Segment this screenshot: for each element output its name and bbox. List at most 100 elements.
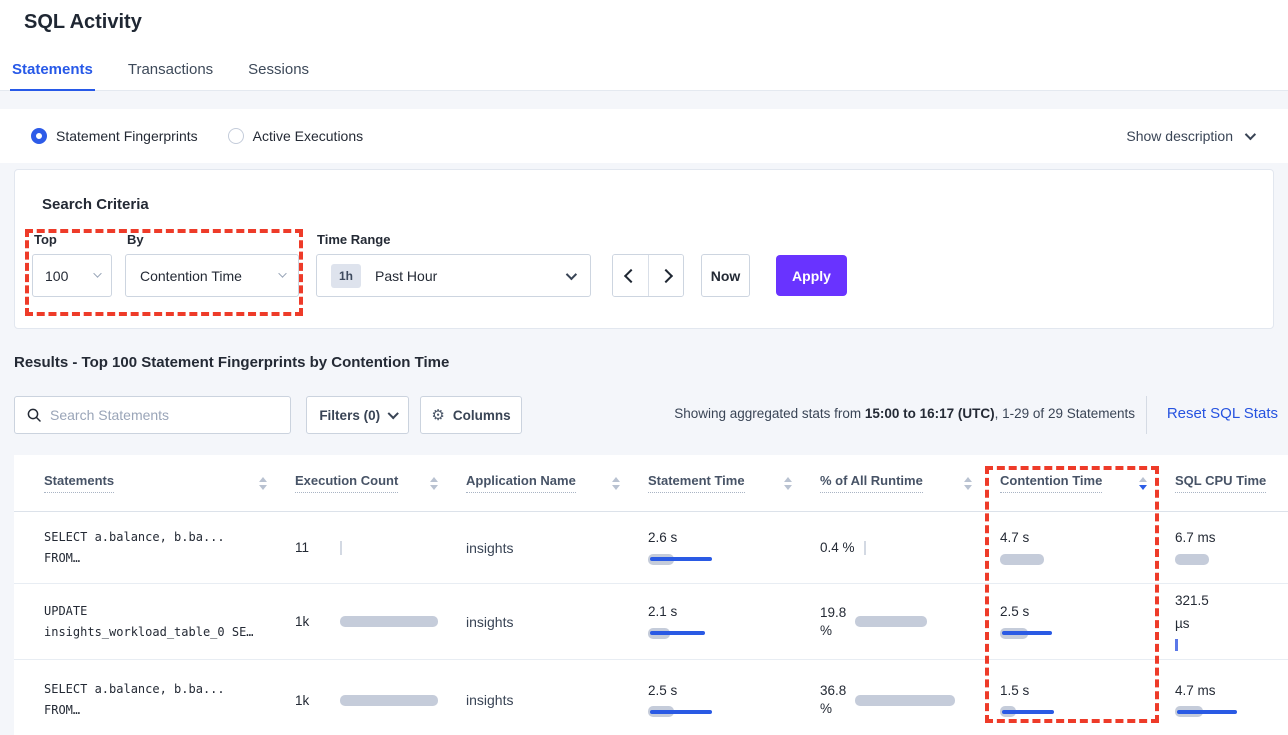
- runtime-pct-bar: [855, 693, 956, 707]
- runtime-pct-bar: [863, 540, 866, 555]
- statement-time-cell: 2.6 s: [648, 512, 820, 583]
- time-range-label: Time Range: [317, 232, 391, 247]
- time-range-badge: 1h: [331, 263, 362, 288]
- toolbar-divider: [1146, 396, 1147, 434]
- execution-count-cell: 11: [295, 512, 466, 583]
- statement-time-bar: [648, 626, 800, 640]
- tab-transactions[interactable]: Transactions: [127, 61, 214, 78]
- chevron-right-icon: [658, 268, 674, 283]
- runtime-pct-cell: 0.4 %: [820, 512, 1000, 583]
- view-toggle-band: Statement Fingerprints Active Executions…: [0, 109, 1288, 163]
- contention-time-cell: 2.5 s: [1000, 584, 1175, 659]
- top-select[interactable]: 100: [32, 254, 112, 297]
- statement-time-bar: [648, 552, 800, 566]
- statement-link[interactable]: SELECT a.balance, b.ba... FROM…: [44, 529, 225, 565]
- sort-icon: [964, 476, 972, 490]
- application-name-cell: insights: [466, 539, 514, 556]
- statements-table: Statements Execution Count Application N…: [14, 455, 1288, 735]
- sort-desc-icon: [1139, 476, 1147, 490]
- filters-button[interactable]: Filters (0): [306, 396, 409, 434]
- by-label: By: [127, 232, 144, 247]
- contention-time-cell: 4.7 s: [1000, 512, 1175, 583]
- show-description-toggle[interactable]: Show description: [1126, 128, 1257, 144]
- by-select-value: Contention Time: [140, 267, 242, 284]
- tab-sessions[interactable]: Sessions: [248, 61, 310, 78]
- statement-link[interactable]: UPDATE insights_workload_table_0 SE…: [44, 603, 254, 639]
- columns-button[interactable]: ⚙ Columns: [420, 396, 522, 434]
- reset-sql-stats-link[interactable]: Reset SQL Stats: [1166, 405, 1278, 422]
- statement-time-cell: 2.1 s: [648, 584, 820, 659]
- contention-time-bar: [1000, 552, 1155, 566]
- search-criteria-heading: Search Criteria: [42, 196, 149, 213]
- chevron-left-icon: [623, 268, 638, 283]
- runtime-pct-cell: 36.8%: [820, 660, 1000, 735]
- table-row: SELECT a.balance, b.ba... FROM… 11 insig…: [14, 512, 1288, 584]
- chevron-down-icon: [92, 269, 102, 279]
- radio-label: Statement Fingerprints: [56, 128, 198, 144]
- column-header-statement-time[interactable]: Statement Time: [648, 473, 820, 493]
- time-prev-button[interactable]: [613, 255, 648, 296]
- column-header-runtime-pct[interactable]: % of All Runtime: [820, 473, 1000, 493]
- table-header-row: Statements Execution Count Application N…: [14, 455, 1288, 512]
- table-row: SELECT a.balance, b.ba... FROM… 1k insig…: [14, 660, 1288, 735]
- search-statements-box: [14, 396, 291, 434]
- radio-unselected-icon: [227, 128, 244, 144]
- radio-statement-fingerprints[interactable]: Statement Fingerprints: [31, 128, 198, 144]
- columns-label: Columns: [452, 407, 511, 423]
- filters-label: Filters (0): [319, 407, 381, 423]
- tab-bar: Statements Transactions Sessions: [10, 61, 342, 91]
- tab-statements[interactable]: Statements: [10, 61, 95, 91]
- execution-count-bar: [340, 693, 438, 707]
- column-header-statements[interactable]: Statements: [44, 473, 295, 493]
- sort-icon: [430, 476, 438, 490]
- column-header-execution-count[interactable]: Execution Count: [295, 473, 466, 493]
- contention-time-bar: [1000, 705, 1155, 719]
- chevron-down-icon: [565, 268, 578, 280]
- application-name-cell: insights: [466, 692, 514, 708]
- application-name-cell: insights: [466, 613, 514, 630]
- show-description-label: Show description: [1126, 128, 1233, 144]
- execution-count-bar: [340, 615, 438, 629]
- aggregated-stats-text: Showing aggregated stats from 15:00 to 1…: [674, 406, 1135, 421]
- contention-time-cell: 1.5 s: [1000, 660, 1175, 735]
- sort-icon: [784, 476, 792, 490]
- page-title: SQL Activity: [24, 11, 142, 33]
- top-label: Top: [34, 232, 57, 247]
- gear-icon: ⚙: [431, 407, 445, 424]
- statement-time-bar: [648, 705, 800, 719]
- search-icon: [27, 408, 41, 422]
- sql-cpu-time-bar: [1175, 705, 1288, 719]
- time-nav-group: [612, 254, 684, 297]
- chevron-down-icon: [1244, 128, 1257, 141]
- execution-count-bar: [340, 540, 342, 555]
- time-next-button[interactable]: [648, 255, 683, 296]
- results-toolbar: Filters (0) ⚙ Columns Showing aggregated…: [14, 396, 1288, 434]
- sort-icon: [612, 476, 620, 490]
- radio-label: Active Executions: [252, 128, 364, 144]
- execution-count-cell: 1k: [295, 660, 466, 735]
- top-select-value: 100: [45, 267, 69, 284]
- apply-button[interactable]: Apply: [776, 255, 847, 296]
- by-select[interactable]: Contention Time: [125, 254, 299, 297]
- sort-icon: [259, 476, 267, 490]
- time-range-value: Past Hour: [375, 267, 438, 284]
- now-button[interactable]: Now: [701, 254, 750, 297]
- runtime-pct-bar: [855, 615, 928, 629]
- radio-selected-icon: [31, 128, 47, 144]
- chevron-down-icon: [387, 408, 399, 419]
- search-statements-input[interactable]: [50, 407, 280, 423]
- statement-link[interactable]: SELECT a.balance, b.ba... FROM…: [44, 682, 225, 717]
- search-criteria-panel: Search Criteria Top By Time Range 100 Co…: [14, 169, 1274, 329]
- table-row: UPDATE insights_workload_table_0 SE… 1k …: [14, 584, 1288, 660]
- execution-count-cell: 1k: [295, 584, 466, 659]
- sql-cpu-time-cell: 321.5 µs: [1175, 584, 1288, 659]
- chevron-down-icon: [277, 269, 287, 279]
- radio-active-executions[interactable]: Active Executions: [227, 128, 364, 144]
- column-header-sql-cpu-time[interactable]: SQL CPU Time: [1175, 473, 1288, 493]
- contention-time-bar: [1000, 626, 1155, 640]
- column-header-application-name[interactable]: Application Name: [466, 473, 648, 493]
- sql-cpu-time-bar: [1175, 638, 1288, 652]
- time-range-select[interactable]: 1h Past Hour: [316, 254, 591, 297]
- column-header-contention-time[interactable]: Contention Time: [1000, 473, 1175, 493]
- sql-cpu-time-bar: [1175, 552, 1288, 566]
